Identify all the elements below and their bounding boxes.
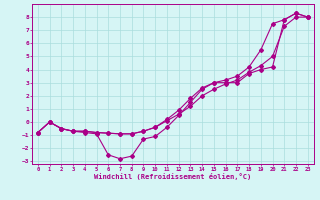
- X-axis label: Windchill (Refroidissement éolien,°C): Windchill (Refroidissement éolien,°C): [94, 173, 252, 180]
